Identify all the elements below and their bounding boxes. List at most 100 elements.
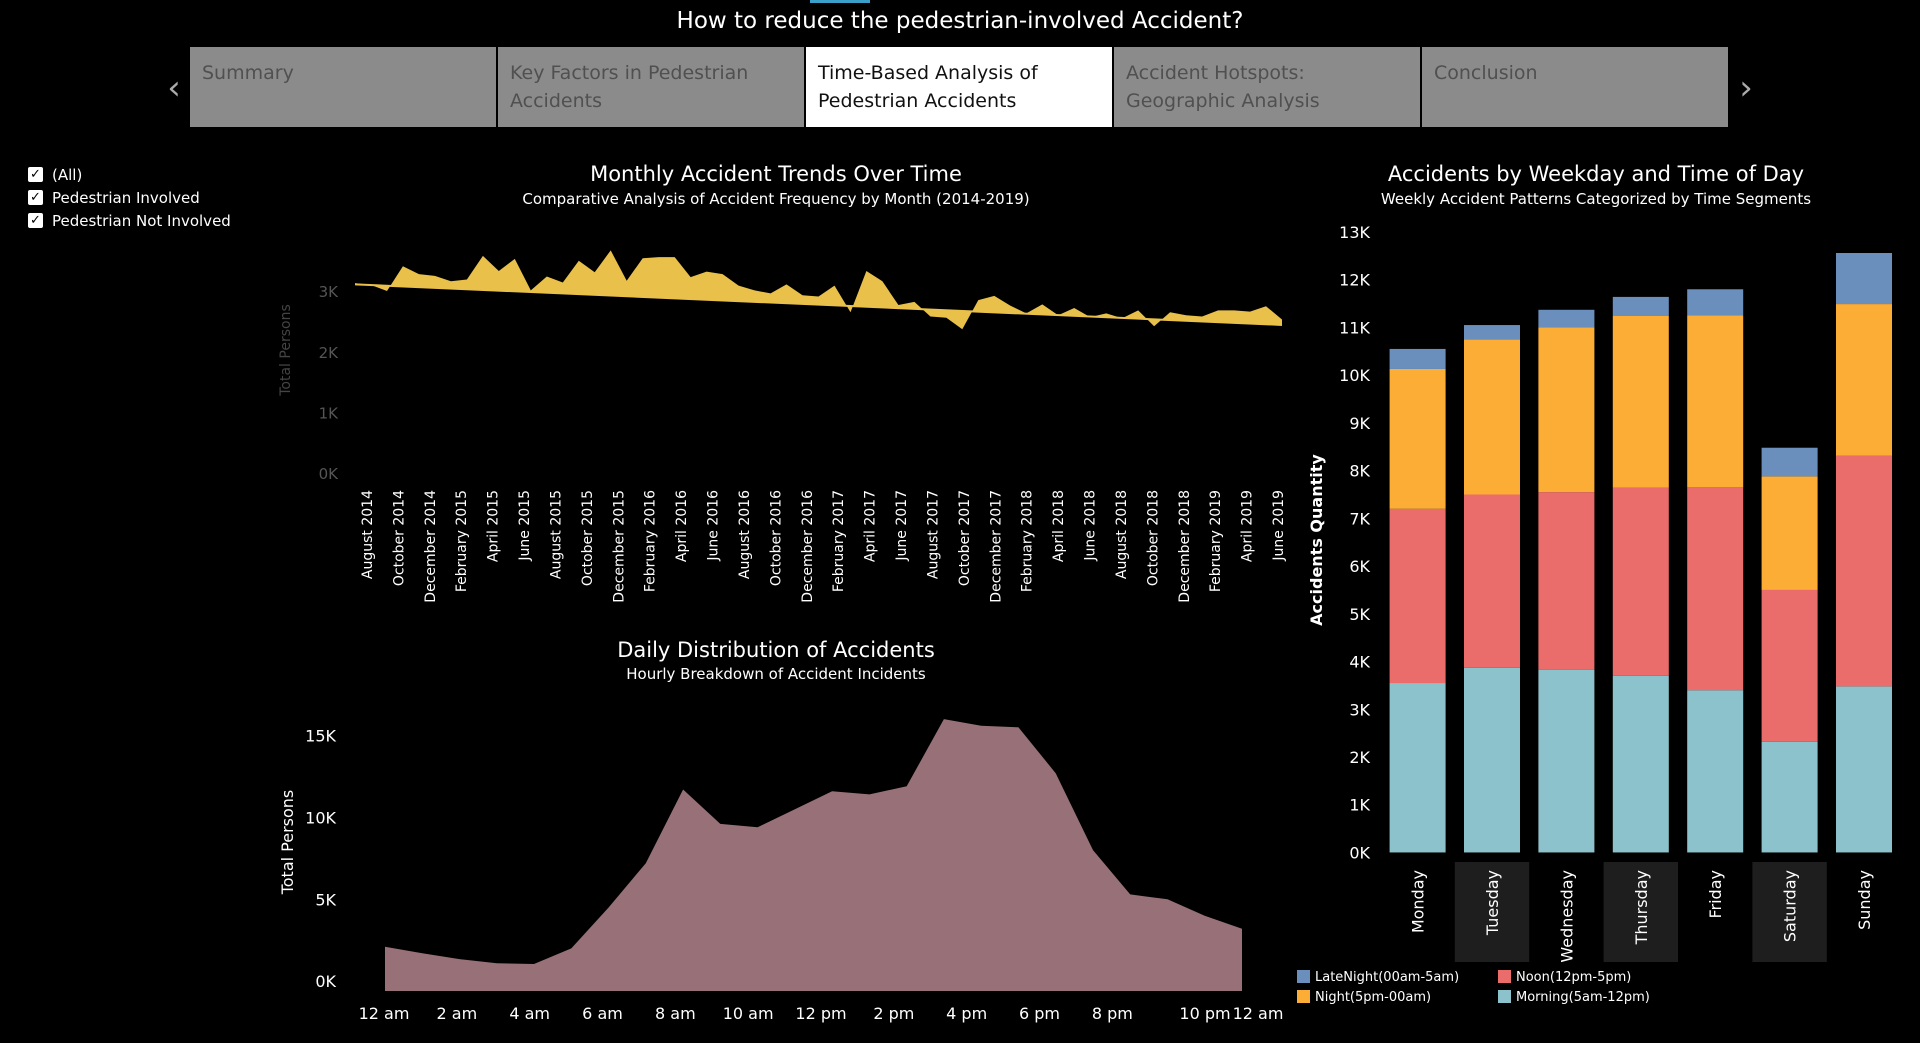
bar-segment [1761,447,1818,477]
filter-pedestrian-involved[interactable]: ✓ Pedestrian Involved [28,186,231,209]
x-tick-label: Tuesday [1483,870,1502,936]
legend-swatch [1297,990,1310,1003]
chevron-left-icon[interactable]: ‹ [167,68,181,108]
weekday-chart-subtitle: Weekly Accident Patterns Categorized by … [1380,190,1812,208]
y-axis-label: Accidents Quantity [1307,454,1326,626]
x-tick-label: 2 am [437,1004,478,1023]
y-tick-label: 1K [319,404,340,422]
bar-segment [1464,667,1520,853]
tab-key-factors[interactable]: Key Factors in Pedestrian Accidents [498,47,804,127]
x-tick-label: 12 pm [795,1004,846,1023]
monthly-area [355,250,1282,330]
y-tick-label: 10K [305,808,336,827]
x-tick-label: 2 pm [873,1004,914,1023]
monthly-chart-subtitle: Comparative Analysis of Accident Frequen… [522,190,1030,208]
x-tick-label: June 2016 [706,490,722,562]
bar-segment [1389,683,1446,853]
x-tick-label: 8 am [655,1004,696,1023]
tab-accident-hotspots[interactable]: Accident Hotspots: Geographic Analysis [1114,47,1420,127]
bar-segment [1761,589,1818,742]
x-tick-label: December 2018 [1177,490,1193,603]
bar-segment [1836,455,1892,687]
category-band [1752,862,1827,962]
legend-swatch [1498,990,1511,1003]
x-tick-label: December 2015 [611,490,627,603]
y-tick-label: 1K [1349,796,1370,815]
bar-segment [1538,309,1595,328]
tab-time-based-analysis[interactable]: Time-Based Analysis of Pedestrian Accide… [806,47,1112,127]
bar-segment [1538,492,1595,670]
x-tick-label: August 2016 [737,490,753,579]
x-tick-label: August 2015 [548,490,564,579]
filter-label: Pedestrian Involved [52,188,200,207]
checkbox-checked-icon[interactable]: ✓ [28,213,43,228]
y-tick-label: 0K [1349,843,1370,862]
hourly-chart-subtitle: Hourly Breakdown of Accident Incidents [626,665,926,683]
x-tick-label: Monday [1409,870,1428,933]
x-tick-label: October 2014 [391,490,407,586]
y-tick-label: 12K [1339,271,1370,290]
x-tick-label: 10 pm [1179,1004,1230,1023]
x-tick-label: April 2016 [674,490,690,562]
weekday-chart-title: Accidents by Weekday and Time of Day [1387,162,1805,186]
y-tick-label: 0K [319,465,340,483]
bar-segment [1761,476,1818,590]
bar-segment [1464,494,1520,668]
x-tick-label: February 2016 [643,490,659,592]
legend-label: Noon(12pm-5pm) [1516,970,1631,985]
weekday-accident-chart: Monday Tuesday Wednesday Thursday Friday Satu… [1307,223,1892,963]
bar-segment [1389,348,1446,369]
x-tick-label: April 2018 [1051,490,1067,562]
monthly-accident-chart: 0K 1K 2K 3K Total Persons August 2014 October … [278,250,1287,603]
filter-all[interactable]: ✓ (All) [28,163,231,186]
time-segment-legend: LateNight(00am-5am) Noon(12pm-5pm) Night(5… [1297,970,1650,1005]
bar-segment [1687,690,1744,853]
y-tick-label: 0K [315,972,336,991]
y-tick-label: 6K [1349,557,1370,576]
bar-segment [1612,296,1669,316]
filter-label: Pedestrian Not Involved [52,211,231,230]
x-tick-label: 6 am [582,1004,623,1023]
y-tick-label: 8K [1349,462,1370,481]
chevron-right-icon[interactable]: › [1739,68,1753,108]
top-accent-bar [810,0,870,3]
x-tick-label: February 2015 [454,490,470,592]
tab-summary[interactable]: Summary [190,47,496,127]
bar-segment [1612,675,1669,853]
x-tick-label: October 2015 [580,490,596,586]
checkbox-checked-icon[interactable]: ✓ [28,190,43,205]
x-tick-label: Wednesday [1557,870,1576,963]
y-tick-label: 13K [1339,223,1370,242]
x-tick-label: June 2019 [1271,490,1287,562]
y-tick-label: 2K [319,344,340,362]
y-tick-label: 3K [1349,700,1370,719]
category-band [1454,862,1530,962]
bar-segment [1687,315,1744,488]
checkbox-checked-icon[interactable]: ✓ [28,167,43,182]
bar-segment [1836,304,1892,456]
x-tick-label: Thursday [1632,870,1651,945]
bar-segment [1464,325,1520,340]
x-tick-label: June 2015 [517,490,533,562]
monthly-chart-title: Monthly Accident Trends Over Time [590,162,962,186]
bar-segment [1761,741,1818,853]
filter-pedestrian-not-involved[interactable]: ✓ Pedestrian Not Involved [28,209,231,232]
x-tick-label: August 2014 [360,490,376,579]
x-tick-label: 8 pm [1092,1004,1133,1023]
x-tick-label: April 2015 [486,490,502,562]
bar-segment [1836,686,1892,853]
y-tick-label: 15K [305,726,336,745]
x-tick-label: October 2017 [957,490,973,586]
x-tick-label: December 2014 [423,490,439,603]
y-tick-label: 10K [1339,366,1370,385]
y-tick-label: 2K [1349,748,1370,767]
bar-segment [1464,339,1520,495]
y-tick-label: 3K [319,283,340,301]
pedestrian-filter: ✓ (All) ✓ Pedestrian Involved ✓ Pedestrian … [28,163,231,232]
monthly-trend-line [354,283,1283,326]
bar-segment [1612,487,1669,676]
bar-segment [1836,253,1892,305]
tab-conclusion[interactable]: Conclusion [1422,47,1728,127]
x-tick-label: 10 am [723,1004,774,1023]
legend-swatch [1297,970,1310,983]
